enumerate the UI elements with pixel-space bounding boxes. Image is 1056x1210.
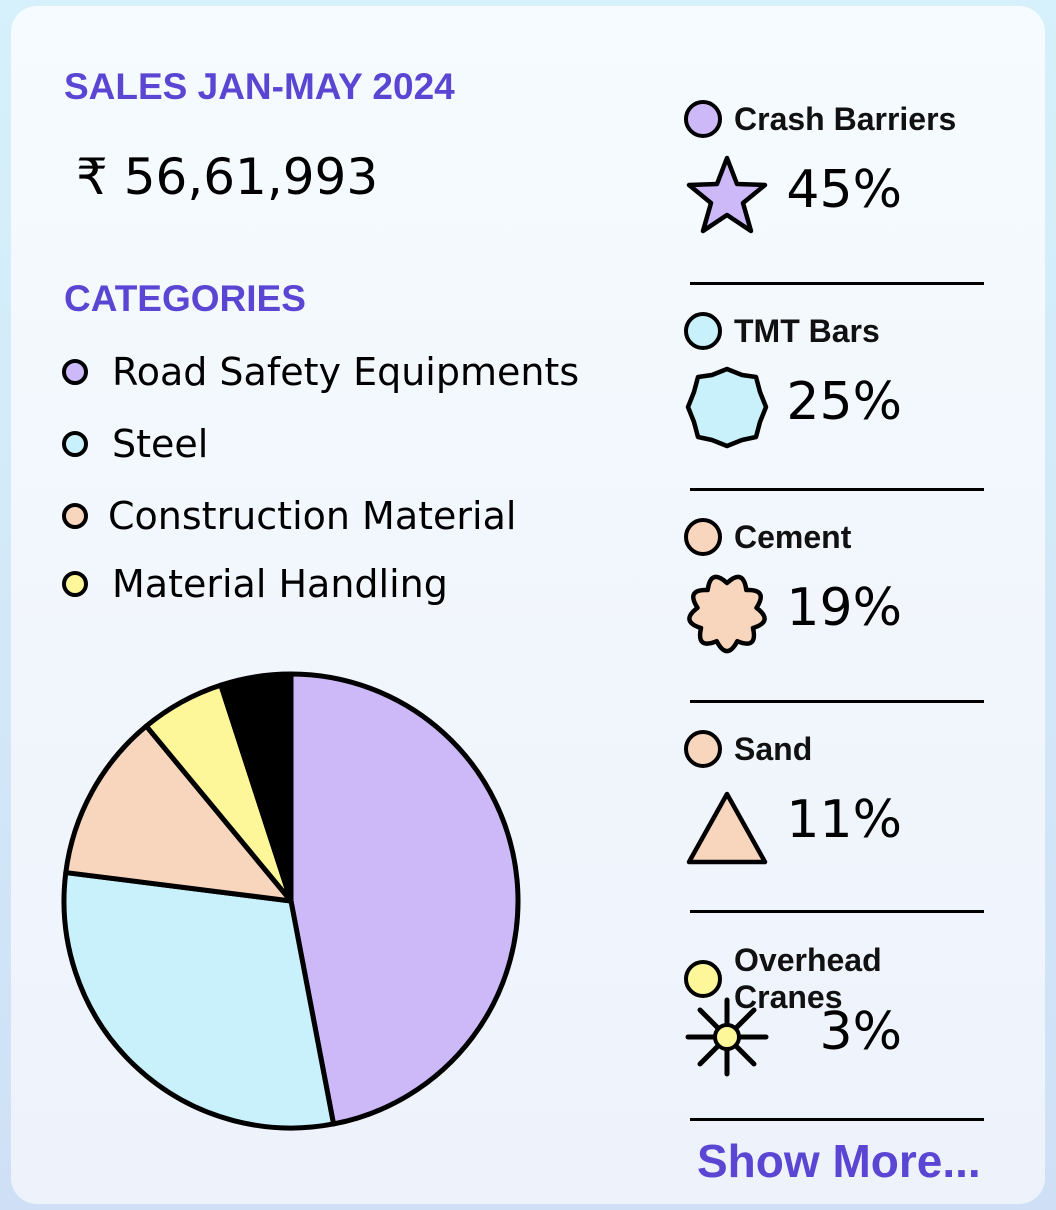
- product-crash-barriers: Crash Barriers 45%: [684, 100, 984, 234]
- categories-heading: CATEGORIES: [64, 278, 306, 319]
- product-percent: 45%: [786, 160, 902, 220]
- product-cement: Cement 19%: [684, 518, 984, 654]
- product-dot: [684, 960, 722, 998]
- burst-icon: [685, 997, 769, 1077]
- category-label: Road Safety Equipments: [112, 350, 580, 394]
- divider: [690, 700, 984, 703]
- product-dot: [684, 100, 722, 138]
- product-percent: 19%: [786, 578, 902, 638]
- product-dot: [684, 312, 722, 350]
- category-label: Steel: [112, 422, 209, 466]
- octagon-badge-icon: [685, 366, 769, 449]
- sales-heading: SALES JAN-MAY 2024: [64, 66, 455, 107]
- pie-slice: [218, 671, 294, 904]
- product-name: Cement: [734, 518, 852, 555]
- divider: [690, 488, 984, 491]
- sales-total: ₹ 56,61,993: [76, 148, 379, 206]
- pie-slice: [288, 671, 521, 1127]
- product-tmt-bars: TMT Bars 25%: [684, 312, 984, 449]
- category-item: Material Handling: [62, 562, 448, 606]
- divider: [690, 282, 984, 285]
- product-overhead-cranes: Overhead Cranes 3%: [684, 942, 984, 1077]
- product-dot: [684, 518, 722, 556]
- category-item: Road Safety Equipments: [62, 350, 579, 394]
- divider: [690, 1118, 984, 1121]
- product-percent: 25%: [786, 372, 902, 432]
- category-label: Construction Material: [108, 494, 517, 538]
- scalloped-badge-icon: [687, 574, 767, 654]
- pie-slice: [63, 723, 294, 904]
- star-icon: [686, 155, 768, 234]
- category-item: Steel: [62, 422, 208, 466]
- product-name: Sand: [734, 730, 813, 767]
- show-more-link[interactable]: Show More...: [697, 1135, 981, 1187]
- product-name: Crash Barriers: [734, 100, 957, 137]
- category-item: Construction Material: [62, 494, 516, 538]
- product-name: TMT Bars: [734, 312, 880, 349]
- legend-dot: [62, 431, 88, 457]
- product-sand: Sand 11%: [684, 730, 984, 865]
- legend-dot: [62, 571, 88, 597]
- pie-slice: [61, 870, 337, 1131]
- pie-chart: [61, 671, 521, 1131]
- product-dot: [684, 730, 722, 768]
- legend-dot: [62, 503, 88, 529]
- category-label: Material Handling: [112, 562, 448, 606]
- triangle-icon: [686, 791, 768, 865]
- product-percent: 3%: [819, 1002, 903, 1062]
- legend-dot: [62, 359, 88, 385]
- divider: [690, 910, 984, 913]
- product-percent: 11%: [786, 790, 902, 850]
